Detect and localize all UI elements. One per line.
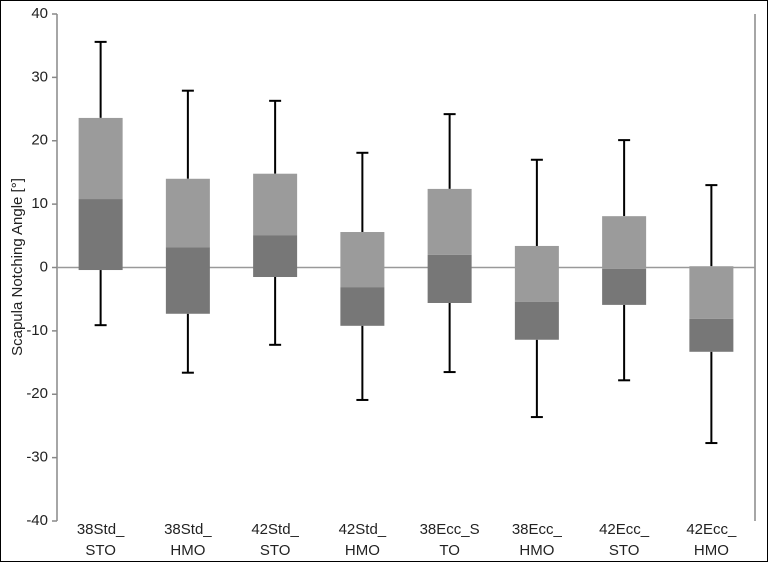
x-tick-label: 42Ecc_ <box>599 521 650 538</box>
x-tick-label: 42Ecc_ <box>686 521 737 538</box>
y-tick-label: -20 <box>26 385 48 402</box>
x-tick-label: 38Std_ <box>164 521 212 538</box>
x-tick-label: STO <box>260 542 291 559</box>
x-tick-label: HMO <box>694 542 729 559</box>
x-tick-label: 42Std_ <box>251 521 299 538</box>
box-upper <box>602 216 647 269</box>
y-tick-label: 0 <box>40 258 48 275</box>
y-tick-label: -40 <box>26 512 48 529</box>
x-tick-label: STO <box>609 542 640 559</box>
y-tick-label: -30 <box>26 449 48 466</box>
x-tick-label: HMO <box>519 542 554 559</box>
x-tick-label: HMO <box>170 542 205 559</box>
box-upper <box>78 117 123 200</box>
y-tick-label: 10 <box>31 195 48 212</box>
x-tick-label: 38Ecc_S <box>420 521 480 538</box>
box-lower <box>602 268 647 305</box>
x-tick-label: 42Std_ <box>339 521 387 538</box>
x-tick-label: 38Ecc_ <box>512 521 563 538</box>
y-tick-label: 30 <box>31 68 48 85</box>
y-tick-label: -10 <box>26 322 48 339</box>
y-axis-label: Scapula Notching Angle [°] <box>9 178 26 356</box>
box-upper <box>165 178 210 248</box>
box-lower <box>427 254 472 303</box>
box-upper <box>340 232 385 288</box>
box-upper <box>427 188 472 255</box>
box-upper <box>514 245 559 302</box>
box-lower <box>340 287 385 326</box>
y-tick-label: 40 <box>31 5 48 22</box>
box-lower <box>165 247 210 314</box>
box-lower <box>689 318 734 352</box>
x-tick-label: TO <box>439 542 460 559</box>
box-upper <box>689 266 734 319</box>
x-tick-label: HMO <box>345 542 380 559</box>
box-lower <box>78 199 123 271</box>
x-tick-label: 38Std_ <box>77 521 125 538</box>
x-tick-label: STO <box>85 542 116 559</box>
box-lower <box>253 235 298 278</box>
box-upper <box>253 173 298 236</box>
box-lower <box>514 301 559 340</box>
y-tick-label: 20 <box>31 132 48 149</box>
